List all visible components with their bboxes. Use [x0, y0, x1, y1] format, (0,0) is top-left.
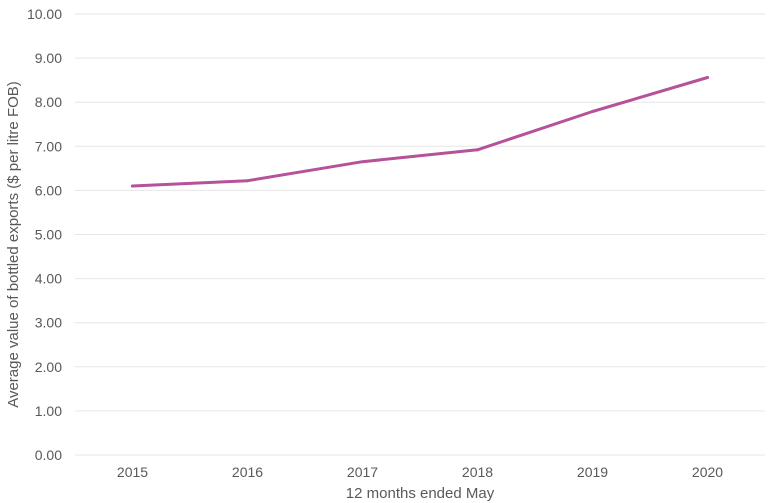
y-tick-label: 4.00: [35, 271, 62, 287]
x-axis-ticks: 2015 2016 2017 2018 2019 2020: [117, 464, 723, 480]
x-tick-label: 2015: [117, 464, 148, 480]
gridlines: [75, 13, 765, 456]
data-point: [361, 160, 364, 164]
y-axis-title: Average value of bottled exports ($ per …: [5, 81, 22, 408]
x-tick-label: 2017: [347, 464, 378, 480]
data-point: [476, 148, 479, 152]
data-point: [591, 109, 594, 113]
x-axis-title: 12 months ended May: [346, 485, 495, 502]
y-tick-label: 2.00: [35, 359, 62, 375]
y-tick-label: 0.00: [35, 447, 62, 463]
x-tick-label: 2019: [577, 464, 608, 480]
data-point: [706, 76, 709, 80]
x-tick-label: 2016: [232, 464, 263, 480]
x-tick-label: 2018: [462, 464, 493, 480]
y-tick-label: 5.00: [35, 227, 62, 243]
series-line: [131, 76, 709, 188]
series-layer: [131, 76, 709, 188]
y-tick-label: 8.00: [35, 94, 62, 110]
data-point: [131, 184, 134, 188]
y-axis-ticks: 0.00 1.00 2.00 3.00 4.00 5.00 6.00 7.00 8.00 9.00…: [27, 6, 62, 463]
y-tick-label: 9.00: [35, 50, 62, 66]
y-tick-label: 3.00: [35, 315, 62, 331]
y-tick-label: 7.00: [35, 138, 62, 154]
data-point: [246, 179, 249, 183]
y-tick-label: 10.00: [27, 6, 62, 22]
y-tick-label: 1.00: [35, 403, 62, 419]
y-tick-label: 6.00: [35, 182, 62, 198]
x-tick-label: 2020: [692, 464, 723, 480]
